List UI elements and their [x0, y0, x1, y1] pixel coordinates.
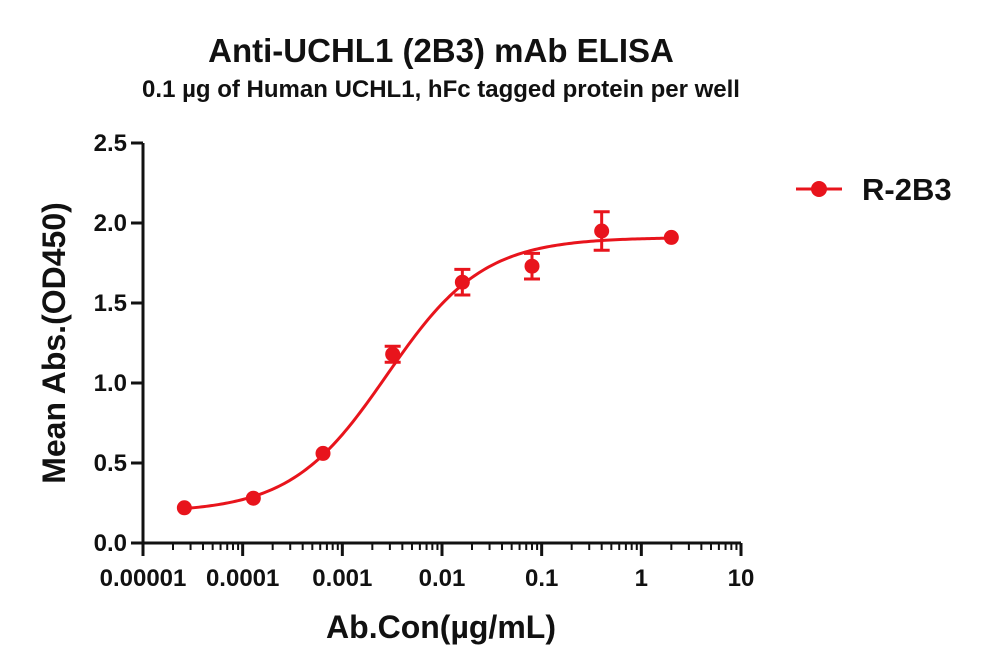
x-tick-label: 0.00001: [100, 565, 187, 592]
x-tick-label: 0.001: [312, 565, 372, 592]
x-tick-label: 10: [728, 565, 755, 592]
y-axis-title: Mean Abs.(OD450): [36, 202, 72, 484]
chart-subtitle: 0.1 µg of Human UCHL1, hFc tagged protei…: [142, 76, 740, 103]
data-point: [663, 229, 679, 245]
y-tick-label: 0.5: [94, 450, 127, 477]
data-point: [176, 500, 192, 516]
data-point: [454, 274, 470, 290]
y-tick-label: 2.5: [94, 130, 127, 157]
y-tick-label: 0.0: [94, 530, 127, 557]
y-tick-label: 1.0: [94, 370, 127, 397]
fit-curve: [184, 236, 672, 511]
x-tick-label: 1: [635, 565, 648, 592]
x-tick-label: 0.0001: [206, 565, 279, 592]
y-tick-label: 2.0: [94, 210, 127, 237]
fit-curve-layer: [184, 236, 672, 511]
y-tick-label: 1.5: [94, 290, 127, 317]
y-axis: 0.0 0.5 1.0 1.5 2.0 2.5: [94, 130, 145, 557]
data-point: [594, 223, 610, 239]
data-point: [245, 490, 261, 506]
x-tick-label: 0.1: [525, 565, 558, 592]
x-tick-label: 0.01: [419, 565, 466, 592]
data-point: [385, 346, 401, 362]
legend-label: R-2B3: [862, 172, 952, 207]
data-point: [524, 258, 540, 274]
x-axis-title: Ab.Con(µg/mL): [326, 609, 556, 645]
legend: R-2B3: [796, 172, 952, 207]
chart-title: Anti-UCHL1 (2B3) mAb ELISA: [208, 32, 674, 69]
data-point: [315, 445, 331, 461]
legend-marker: [811, 181, 827, 197]
x-axis: 0.00001 0.0001 0.001 0.01 0.1 1 10: [100, 541, 755, 592]
data-points-layer: [176, 210, 679, 516]
